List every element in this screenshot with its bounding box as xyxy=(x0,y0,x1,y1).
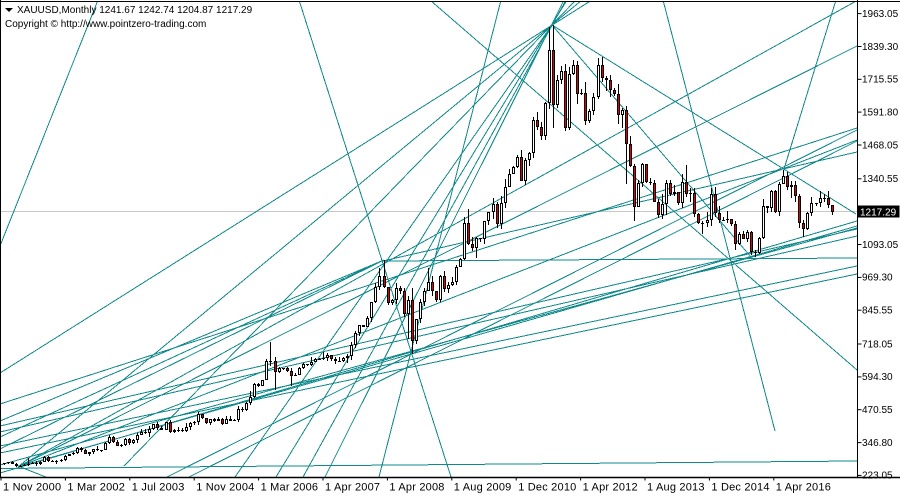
svg-text:1340.55: 1340.55 xyxy=(862,174,899,185)
svg-text:1 Mar 2006: 1 Mar 2006 xyxy=(261,482,319,494)
svg-text:1 Nov 2000: 1 Nov 2000 xyxy=(3,482,61,494)
svg-text:1 Dec 2014: 1 Dec 2014 xyxy=(711,482,769,494)
svg-text:1839.30: 1839.30 xyxy=(862,42,899,53)
svg-text:1 Dec 2010: 1 Dec 2010 xyxy=(518,482,576,494)
svg-text:845.55: 845.55 xyxy=(862,306,893,317)
svg-text:1468.05: 1468.05 xyxy=(862,140,899,151)
svg-text:718.05: 718.05 xyxy=(862,339,893,350)
svg-text:1217.29: 1217.29 xyxy=(860,207,897,218)
svg-text:346.80: 346.80 xyxy=(862,438,893,449)
svg-text:969.30: 969.30 xyxy=(862,273,893,284)
svg-text:594.30: 594.30 xyxy=(862,372,893,383)
svg-text:1 Apr 2007: 1 Apr 2007 xyxy=(325,482,380,494)
svg-text:1 Mar 2002: 1 Mar 2002 xyxy=(67,482,125,494)
svg-text:1 Apr 2008: 1 Apr 2008 xyxy=(389,482,444,494)
svg-text:1963.05: 1963.05 xyxy=(862,9,899,20)
svg-text:1715.55: 1715.55 xyxy=(862,75,899,86)
svg-text:Copyright © http://www.pointze: Copyright © http://www.pointzero-trading… xyxy=(5,19,206,30)
svg-text:1 Apr 2016: 1 Apr 2016 xyxy=(776,482,831,494)
svg-text:470.55: 470.55 xyxy=(862,405,893,416)
svg-text:1 Jul 2003: 1 Jul 2003 xyxy=(132,482,185,494)
svg-text:1 Nov 2004: 1 Nov 2004 xyxy=(196,482,254,494)
svg-text:1591.80: 1591.80 xyxy=(862,107,899,118)
svg-text:1 Aug 2013: 1 Aug 2013 xyxy=(647,482,705,494)
svg-text:XAUUSD,Monthly 1241.67 1242.7: XAUUSD,Monthly 1241.67 1242.74 1204.87 1… xyxy=(17,5,253,16)
svg-text:1093.05: 1093.05 xyxy=(862,240,899,251)
svg-text:1 Apr 2012: 1 Apr 2012 xyxy=(583,482,638,494)
svg-text:1 Aug 2009: 1 Aug 2009 xyxy=(454,482,512,494)
svg-text:223.05: 223.05 xyxy=(862,471,893,482)
